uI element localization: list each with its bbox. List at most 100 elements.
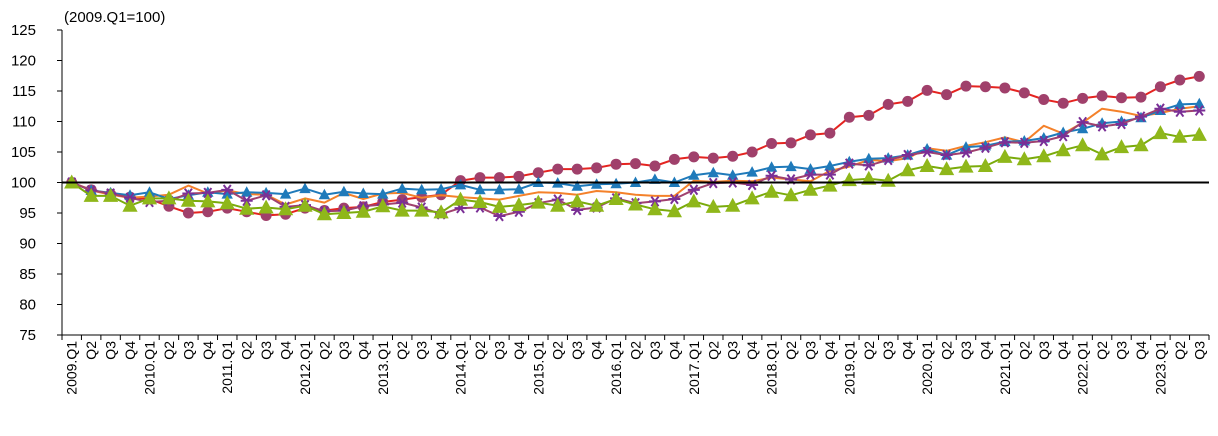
data-point [416,183,428,195]
data-point [357,187,369,198]
data-point [299,182,311,194]
data-point [783,187,799,202]
x-tick-label: Q4 [355,341,371,360]
y-tick-label-95: 95 [19,205,36,222]
x-tick-label: Q2 [472,341,488,360]
data-point [843,158,856,169]
x-tick-label: Q4 [744,341,760,360]
x-tick-label: 2019.Q1 [841,341,857,395]
data-point [219,195,235,210]
data-point [1193,70,1205,82]
data-point [1113,139,1130,154]
x-tick-label: Q3 [1114,341,1130,360]
data-point [103,187,119,202]
data-point [630,158,641,170]
x-tick-label: Q2 [705,341,721,360]
data-point [316,206,332,221]
x-tick-label: 2010.Q1 [141,341,157,395]
data-point [921,146,934,158]
x-tick-label: Q4 [589,341,605,360]
data-point [1154,81,1166,93]
data-point [336,205,352,219]
data-point [861,170,877,185]
data-point [824,127,836,139]
data-point [377,188,389,199]
data-point [785,137,797,149]
x-tick-label: Q3 [491,341,507,360]
y-tick-label-125: 125 [11,22,36,39]
data-point [824,160,836,171]
data-point [433,204,449,219]
x-tick-label: Q4 [511,341,527,360]
data-point [1076,116,1089,128]
data-point [182,207,194,219]
x-tick-label: Q2 [1172,341,1188,360]
data-point [241,186,253,197]
x-tick-label: Q3 [103,341,119,360]
x-tick-label: Q3 [258,341,274,360]
data-point [882,98,894,110]
data-point [355,203,371,218]
data-point [785,160,797,172]
data-point [725,197,741,212]
data-point [1154,103,1167,115]
data-point [571,180,583,191]
data-point [513,170,525,182]
data-point [571,163,583,175]
data-point [959,147,972,159]
data-point [960,80,972,92]
data-point [804,129,816,141]
series-1 [71,105,1200,206]
data-point [452,191,469,206]
y-tick-label-85: 85 [19,266,36,283]
x-tick-label: Q4 [200,341,216,360]
data-point [901,149,914,161]
y-tick-label-75: 75 [19,327,36,344]
data-point [414,202,430,217]
data-point [764,183,780,198]
axes [57,29,1210,340]
x-tick-label: Q4 [666,341,682,360]
data-point [221,188,233,199]
x-tick-label: 2012.Q1 [297,341,313,395]
data-point [550,197,566,212]
x-tick-label: Q4 [278,341,294,360]
x-tick-label: Q2 [550,341,566,360]
data-point [1057,130,1070,142]
x-tick-label: Q2 [161,341,177,360]
data-point [124,192,137,204]
data-point [804,169,817,180]
x-tick-labels: 2009.Q1 Q2 Q3 Q4 2010.Q1 Q2 Q3 Q4 2011.Q1 Q2 Q3 Q4 2… [64,341,1208,395]
x-tick-label: Q3 [1191,341,1207,360]
data-point [511,197,527,212]
data-point [1096,90,1108,102]
data-point [1174,74,1186,86]
y-tick-labels: 75 80 85 90 95 100 105 110 115 120 125 [11,22,36,344]
x-tick-label: Q4 [1055,341,1071,360]
data-point [940,149,953,161]
data-point [1055,142,1071,157]
data-point [997,148,1013,163]
data-point [532,167,544,179]
data-point [802,181,819,196]
data-point [590,178,603,189]
x-tick-label: 2017.Q1 [686,341,702,395]
data-point [200,193,216,208]
y-tick-label-110: 110 [12,114,36,131]
x-tick-label: Q3 [725,341,741,360]
data-point [338,185,350,197]
data-point [258,199,274,214]
data-point [278,201,294,216]
data-point [707,152,719,164]
x-tick-label: Q2 [939,341,955,360]
x-tick-label: Q4 [900,341,916,360]
data-point [1193,105,1206,116]
y-tick-label-105: 105 [11,144,36,161]
data-point [843,111,855,123]
x-tick-label: Q3 [414,341,430,360]
data-point [765,161,778,172]
unit-label: (2009.Q1=100) [64,9,165,26]
data-point [589,197,605,212]
data-point [1076,122,1089,134]
